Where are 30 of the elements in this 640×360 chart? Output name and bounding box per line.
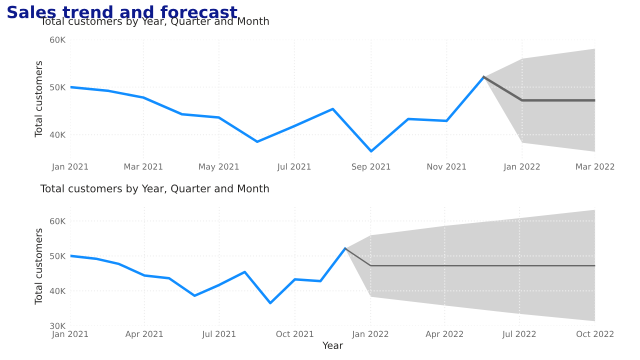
x-tick-label: Mar 2022 bbox=[576, 163, 614, 170]
y-tick-label: 40K bbox=[50, 288, 66, 294]
y-tick-label: 50K bbox=[50, 84, 66, 90]
x-tick-label: Jan 2021 bbox=[52, 330, 88, 339]
x-tick-label: Jul 2021 bbox=[202, 330, 236, 339]
y-tick-label: 50K bbox=[50, 252, 66, 260]
x-tick-label: Jul 2021 bbox=[277, 163, 311, 172]
line-series bbox=[70, 76, 486, 153]
x-axis-title: Year bbox=[322, 342, 344, 350]
x-tick-label: May 2021 bbox=[199, 163, 239, 172]
x-tick-label: Oct 2022 bbox=[576, 330, 614, 338]
y-tick-label: 60K bbox=[50, 218, 66, 224]
y-tick-label: 40K bbox=[50, 132, 66, 138]
x-tick-label: Nov 2021 bbox=[427, 163, 466, 170]
x-tick-label: Sep 2021 bbox=[352, 163, 390, 172]
x-tick-label: Jan 2022 bbox=[503, 163, 540, 172]
x-tick-label: Jan 2022 bbox=[352, 330, 388, 339]
x-tick-label: Mar 2021 bbox=[124, 163, 162, 170]
y-axis-title: Total customers bbox=[34, 228, 42, 305]
chart-title: Total customers by Year, Quarter and Month bbox=[40, 184, 269, 194]
x-tick-label: Apr 2021 bbox=[125, 330, 163, 339]
x-tick-label: Jul 2022 bbox=[502, 330, 536, 339]
x-tick-label: Oct 2021 bbox=[276, 330, 314, 338]
y-tick-label: 30K bbox=[50, 322, 66, 330]
x-tick-label: Apr 2022 bbox=[426, 330, 463, 339]
y-tick-label: 60K bbox=[50, 36, 66, 43]
line-series bbox=[70, 247, 346, 304]
x-tick-label: Jan 2021 bbox=[52, 163, 88, 172]
y-axis-title: Total customers bbox=[34, 61, 42, 138]
chart-title: Sales trend and forecast bbox=[8, 5, 238, 18]
